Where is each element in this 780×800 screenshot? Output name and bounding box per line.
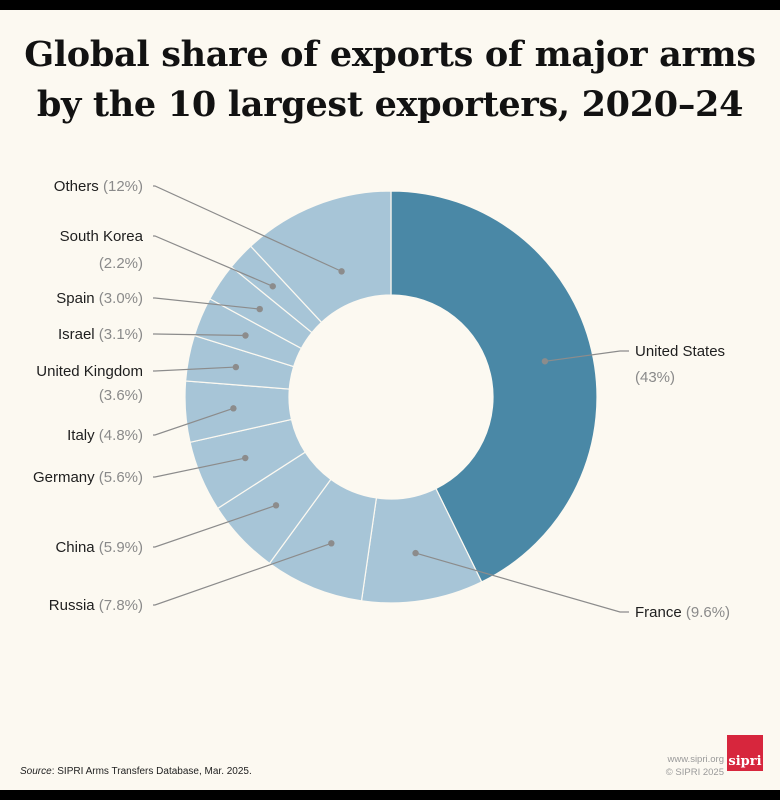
- leader-line-italy: [153, 407, 234, 436]
- label-name-israel: Israel: [58, 326, 95, 343]
- label-pct-south-korea: (2.2%): [99, 255, 143, 272]
- leader-line-france: [415, 552, 629, 613]
- leader-dot-spain: [256, 305, 263, 313]
- leader-line-others: [153, 185, 342, 272]
- label-pct-russia: (7.8%): [95, 597, 143, 614]
- label-name-south-korea: South Korea: [60, 228, 144, 245]
- slice-united-states: [390, 190, 598, 583]
- leader-dot-germany: [242, 454, 249, 462]
- label-name-italy: Italy: [67, 427, 95, 444]
- leader-line-united-states: [544, 350, 629, 362]
- label-pct-spain: (3.0%): [95, 290, 143, 307]
- label-name-china: China: [55, 539, 95, 556]
- label-pct-china: (5.9%): [95, 539, 143, 556]
- label-pct-france: (9.6%): [682, 604, 730, 621]
- label-name-russia: Russia: [49, 597, 96, 614]
- leader-dot-italy: [230, 405, 237, 412]
- label-name-spain: Spain: [56, 290, 94, 307]
- label-pct-israel: (3.1%): [95, 326, 143, 343]
- label-pct-united-states: (43%): [635, 369, 675, 386]
- chart-title-line-2: by the 10 largest exporters, 2020–24: [36, 84, 744, 125]
- chart-title-line-1: Global share of exports of major arms: [24, 34, 756, 75]
- footer-copyright: © SIPRI 2025: [665, 767, 724, 778]
- label-china: China (5.9%): [55, 539, 143, 556]
- label-south-korea: South Korea: [60, 228, 144, 245]
- sipri-logo: sipri: [727, 735, 763, 771]
- label-name-germany: Germany: [33, 469, 95, 486]
- label-united-states: United States: [635, 343, 725, 360]
- footer-site: www.sipri.org: [667, 754, 725, 765]
- label-pct-united-kingdom: (3.6%): [99, 387, 143, 404]
- sipri-logo-text: sipri: [728, 754, 762, 769]
- label-germany: Germany (5.6%): [33, 469, 143, 486]
- label-name-united-kingdom: United Kingdom: [36, 363, 143, 380]
- label-pct-others: (12%): [99, 178, 143, 195]
- leader-dot-russia: [328, 540, 335, 547]
- leader-line-russia: [153, 542, 332, 606]
- leader-dot-united-kingdom: [232, 363, 240, 371]
- donut-chart: United States (43%) France (9.6%) Russia (7…: [33, 178, 730, 621]
- label-name-united-states: United States: [635, 343, 725, 360]
- footer-credits: www.sipri.org © SIPRI 2025: [660, 753, 724, 779]
- slice-others: [249, 190, 392, 324]
- leader-line-china: [153, 504, 277, 548]
- label-name-france: France: [635, 604, 682, 621]
- leader-dot-others: [338, 268, 345, 275]
- leader-line-germany: [153, 457, 246, 478]
- source-text: : SIPRI Arms Transfers Database, Mar. 20…: [51, 766, 252, 777]
- label-italy: Italy (4.8%): [67, 427, 143, 444]
- leader-line-south-korea: [153, 235, 273, 287]
- label-pct-italy: (4.8%): [95, 427, 143, 444]
- leader-line-spain: [153, 297, 260, 310]
- label-name-others: Others: [54, 178, 99, 195]
- leader-dot-united-states: [541, 358, 549, 365]
- label-russia: Russia (7.8%): [49, 597, 143, 614]
- leader-dot-china: [272, 502, 280, 509]
- label-spain: Spain (3.0%): [56, 290, 143, 307]
- leader-dot-france: [412, 549, 419, 557]
- chart-card: [0, 10, 780, 790]
- source-prefix: Source: [20, 766, 52, 777]
- leader-line-israel: [153, 333, 246, 337]
- leader-dot-israel: [242, 332, 249, 339]
- label-israel: Israel (3.1%): [58, 326, 143, 343]
- label-others: Others (12%): [54, 178, 143, 195]
- leader-line-united-kingdom: [153, 366, 236, 372]
- label-united-kingdom: United Kingdom: [36, 363, 143, 380]
- label-pct-germany: (5.6%): [95, 469, 143, 486]
- label-france: France (9.6%): [635, 604, 730, 621]
- chart-title: Global share of exports of major arms by…: [0, 30, 780, 130]
- source-note: Source: SIPRI Arms Transfers Database, M…: [20, 766, 252, 777]
- leader-dot-south-korea: [269, 283, 276, 290]
